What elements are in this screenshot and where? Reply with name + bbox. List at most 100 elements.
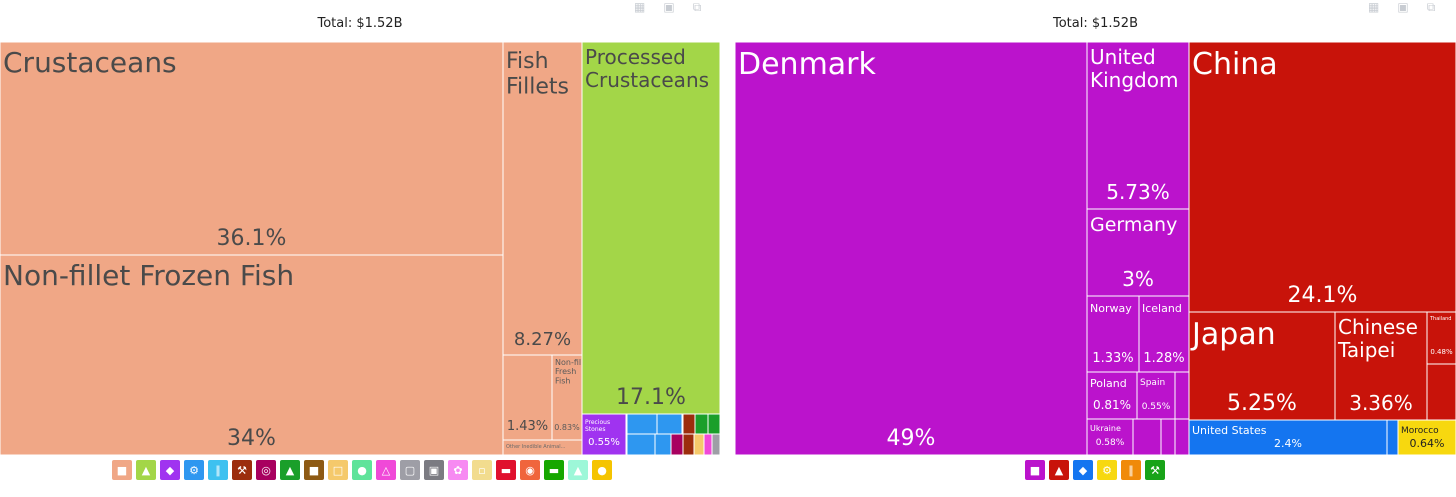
treemap-tile-small[interactable]: [670, 433, 684, 456]
machines-icon[interactable]: ⚙: [184, 460, 204, 480]
south-america-icon[interactable]: ⚒: [1145, 460, 1165, 480]
tile-label-non-fillet-frozen-fish: Non-fillet Frozen Fish: [3, 259, 294, 292]
treemap-tile-germany[interactable]: [1086, 208, 1190, 297]
treemap-tile-poland[interactable]: [1086, 371, 1138, 420]
weapons-icon[interactable]: ▬: [496, 460, 516, 480]
share-icon[interactable]: ⧉: [1426, 0, 1436, 14]
metals-icon[interactable]: ⚒: [232, 460, 252, 480]
transportation-icon[interactable]: ∥: [208, 460, 228, 480]
mineral-products-icon[interactable]: ▲: [568, 460, 588, 480]
asia-icon[interactable]: ▲: [1049, 460, 1069, 480]
treemap-tile-small[interactable]: [703, 433, 713, 456]
tile-label-thailand: Thailand: [1429, 316, 1451, 322]
tile-value-china: 24.1%: [1288, 283, 1358, 308]
plastics-icon[interactable]: ▢: [400, 460, 420, 480]
product-treemap-panel: ▦ ▣ ⧉ Total: $1.52B Crustaceans 36.1% Non-…: [0, 0, 720, 497]
tile-value-crustaceans: 36.1%: [217, 226, 287, 251]
left-toolbar: ▦ ▣ ⧉: [634, 0, 701, 15]
treemap-tile-ukraine[interactable]: [1086, 418, 1134, 456]
tile-label-processed-crustaceans: Processed: [585, 45, 686, 69]
treemap-tile-fish-fillets[interactable]: [502, 41, 583, 356]
africa-icon[interactable]: ⚙: [1097, 460, 1117, 480]
treemap-tile-processed-crustaceans[interactable]: [581, 41, 720, 415]
tile-value-ukraine: 0.58%: [1096, 438, 1125, 448]
tile-value-united-states: 2.4%: [1274, 437, 1302, 450]
miscellaneous-icon[interactable]: ▣: [424, 460, 444, 480]
tile-value-spain: 0.55%: [1142, 402, 1171, 412]
tile-value-non-fillet-fresh-fish: 0.83%: [554, 423, 580, 432]
treemap-tile-morocco[interactable]: [1397, 419, 1456, 456]
treemap-tile-small[interactable]: [682, 413, 696, 435]
treemap-tile-small[interactable]: [1160, 418, 1176, 456]
arts-icon[interactable]: ✿: [448, 460, 468, 480]
treemap-tile-norway[interactable]: [1086, 295, 1140, 373]
treemap-tile-unlabeled[interactable]: [502, 354, 553, 441]
treemap-tile-small[interactable]: [1132, 418, 1162, 456]
tile-label-fish-fillets: Fish: [506, 49, 549, 74]
treemap-tile-small[interactable]: [707, 413, 720, 435]
tile-label-united-kingdom: Kingdom: [1090, 68, 1178, 92]
chemical-products-icon[interactable]: △: [376, 460, 396, 480]
north-america-icon[interactable]: ◆: [1073, 460, 1093, 480]
tile-value-poland: 0.81%: [1093, 398, 1131, 412]
tile-value-iceland: 1.28%: [1143, 351, 1184, 366]
image-icon[interactable]: ▣: [1397, 0, 1409, 14]
treemap-tile-spain[interactable]: [1136, 371, 1176, 420]
tile-label-precious-stones: Precious: [585, 419, 610, 426]
instruments-icon[interactable]: ◎: [256, 460, 276, 480]
oils-icon[interactable]: ●: [592, 460, 612, 480]
treemap-tile-china[interactable]: [1188, 41, 1456, 313]
tile-label-united-kingdom: United: [1090, 45, 1156, 69]
animal-products-icon[interactable]: ■: [112, 460, 132, 480]
wood-products-icon[interactable]: ▫: [472, 460, 492, 480]
right-chart-title: Total: $1.52B: [1052, 16, 1138, 31]
treemap-tile-small[interactable]: [693, 433, 705, 456]
left-chart-title: Total: $1.52B: [317, 16, 403, 31]
tile-value-thailand: 0.48%: [1430, 348, 1453, 356]
treemap-tile-small[interactable]: [654, 433, 672, 456]
stone-icon[interactable]: ◉: [520, 460, 540, 480]
oceania-icon[interactable]: ∥: [1121, 460, 1141, 480]
tile-label-united-states: United States: [1192, 424, 1267, 437]
footwear-icon[interactable]: ■: [304, 460, 324, 480]
tile-label-non-fillet-fresh-fish: Fresh: [555, 367, 576, 376]
treemap-tile-non-fillet-frozen-fish[interactable]: [0, 254, 504, 456]
treemap-tile-small[interactable]: [626, 433, 656, 456]
table-icon[interactable]: ▦: [634, 0, 646, 14]
treemap-tile-small[interactable]: [656, 413, 683, 435]
treemap-tile-small[interactable]: [1174, 371, 1190, 420]
treemap-tile-chinese-taipei[interactable]: [1334, 311, 1428, 421]
tile-label-precious-stones: Stones: [585, 426, 605, 433]
treemap-tile-small[interactable]: [1426, 363, 1456, 421]
tile-value-japan: 5.25%: [1227, 391, 1297, 416]
vegetable-products-icon[interactable]: ▲: [136, 460, 156, 480]
textiles-icon[interactable]: ▲: [280, 460, 300, 480]
europe-icon[interactable]: ■: [1025, 460, 1045, 480]
image-icon[interactable]: ▣: [663, 0, 675, 14]
destination-treemap-panel: ▦ ▣ ⧉ Total: $1.52B Denmark 49% United King…: [735, 0, 1456, 497]
table-icon[interactable]: ▦: [1368, 0, 1380, 14]
treemap-tile-iceland[interactable]: [1138, 295, 1190, 373]
treemap-tile-small[interactable]: [626, 413, 658, 435]
treemap-tile-small[interactable]: [694, 413, 709, 435]
destination-legend: ■ ▲ ◆ ⚙ ∥ ⚒: [1025, 460, 1165, 480]
precious-metals-icon[interactable]: ◆: [160, 460, 180, 480]
treemap-tile-small[interactable]: [682, 433, 695, 456]
treemap-tile-small[interactable]: [1386, 419, 1399, 456]
foodstuffs-icon[interactable]: ▬: [544, 460, 564, 480]
tile-label-chinese-taipei: Taipei: [1337, 338, 1395, 362]
treemap-tile-small[interactable]: [1174, 418, 1190, 456]
treemap-tile-precious-stones[interactable]: [581, 413, 627, 456]
treemap-tile-united-states[interactable]: [1188, 419, 1388, 456]
animal-hides-icon[interactable]: ●: [352, 460, 372, 480]
tile-value-denmark: 49%: [887, 426, 936, 451]
treemap-tile-small[interactable]: [711, 433, 720, 456]
share-icon[interactable]: ⧉: [692, 0, 702, 14]
treemap-tile-thailand[interactable]: [1426, 311, 1456, 365]
tile-label-denmark: Denmark: [738, 47, 877, 82]
treemap-tile-crustaceans[interactable]: [0, 41, 504, 256]
treemap-tile-denmark[interactable]: [735, 41, 1088, 456]
right-toolbar: ▦ ▣ ⧉: [1368, 0, 1435, 15]
paper-goods-icon[interactable]: □: [328, 460, 348, 480]
